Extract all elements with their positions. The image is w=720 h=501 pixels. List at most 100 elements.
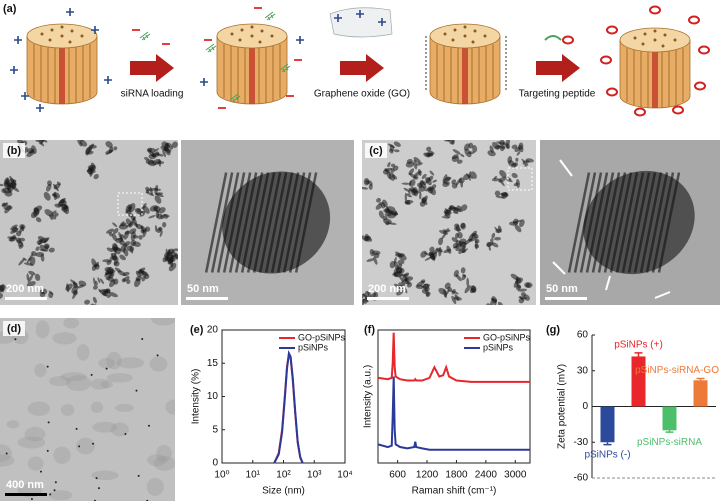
x-tick-label: 3000 — [504, 470, 527, 481]
x-tick-label: 10⁰ — [214, 470, 229, 481]
particle — [0, 454, 15, 467]
dot — [54, 481, 57, 484]
pore — [633, 172, 657, 273]
particle — [16, 230, 22, 237]
particle — [428, 175, 434, 182]
particle — [415, 284, 425, 290]
particle — [155, 192, 164, 196]
dot — [135, 389, 138, 392]
particle — [153, 456, 175, 471]
particle — [386, 171, 392, 180]
particle — [0, 284, 5, 293]
y-axis-label: Intensity (%) — [191, 369, 202, 425]
particle — [468, 233, 474, 242]
particle — [71, 285, 79, 294]
particle — [26, 281, 36, 287]
dot — [75, 427, 78, 430]
particle — [6, 420, 20, 429]
particle — [409, 186, 415, 192]
pore — [228, 172, 252, 273]
particle — [491, 232, 496, 239]
series-line — [377, 376, 530, 451]
particle — [362, 298, 368, 304]
particle — [514, 224, 522, 233]
particle — [451, 179, 457, 185]
particle — [98, 357, 116, 369]
particle — [112, 222, 118, 228]
particle — [491, 129, 500, 139]
particle — [518, 144, 524, 153]
particle — [45, 244, 49, 249]
particle — [91, 470, 119, 481]
particle — [472, 144, 478, 153]
particle — [464, 285, 471, 294]
particle — [451, 295, 457, 305]
particle — [51, 210, 57, 215]
particle — [95, 280, 98, 286]
dot — [5, 452, 8, 455]
dot — [46, 449, 49, 452]
panel-label: (e) — [190, 324, 204, 336]
dot — [53, 489, 56, 492]
particle — [363, 177, 370, 186]
pore — [270, 172, 294, 273]
particle — [35, 140, 41, 143]
particle — [446, 245, 452, 254]
y-tick-label: -30 — [574, 437, 589, 448]
particle — [497, 301, 504, 305]
pore — [258, 172, 282, 273]
particle — [162, 149, 166, 158]
particle — [162, 214, 168, 219]
particle — [376, 197, 381, 203]
particle — [19, 224, 26, 230]
particle — [113, 146, 118, 151]
particle — [502, 304, 510, 311]
error-bar — [665, 430, 674, 433]
particle — [431, 184, 437, 189]
particle — [156, 444, 172, 463]
pore — [282, 172, 306, 273]
particle — [3, 205, 13, 211]
particle — [451, 288, 456, 295]
pore — [240, 172, 264, 273]
particle — [0, 293, 3, 299]
particle — [28, 253, 34, 262]
dot — [95, 477, 98, 480]
pore — [204, 172, 228, 273]
particle — [501, 135, 509, 141]
particle — [425, 177, 432, 186]
image-bg — [0, 318, 175, 501]
particle — [122, 271, 130, 277]
particle — [441, 232, 447, 240]
dot — [46, 365, 49, 368]
particle — [149, 205, 159, 212]
particle — [396, 263, 403, 270]
particle — [474, 243, 480, 249]
particle — [92, 421, 118, 433]
particle — [494, 190, 501, 197]
micrograph — [0, 318, 175, 501]
particle — [406, 158, 413, 164]
particle — [10, 227, 19, 234]
x-tick-label: 10² — [276, 470, 291, 481]
particle — [515, 157, 519, 162]
particle — [46, 183, 52, 192]
particle — [113, 251, 117, 259]
particle — [119, 234, 125, 239]
particle — [408, 189, 411, 195]
scale-bar — [186, 297, 228, 300]
y-tick-label: 10 — [207, 391, 219, 402]
particle — [419, 201, 426, 207]
particle — [457, 231, 463, 239]
series-line — [377, 332, 530, 383]
particle — [409, 180, 412, 186]
particle — [56, 181, 61, 186]
particle — [500, 306, 505, 314]
particle — [78, 132, 84, 137]
particle — [89, 305, 96, 313]
micrograph — [181, 140, 354, 305]
bar — [662, 406, 677, 431]
particle — [60, 372, 87, 382]
particle — [500, 135, 506, 140]
particle — [63, 206, 70, 215]
